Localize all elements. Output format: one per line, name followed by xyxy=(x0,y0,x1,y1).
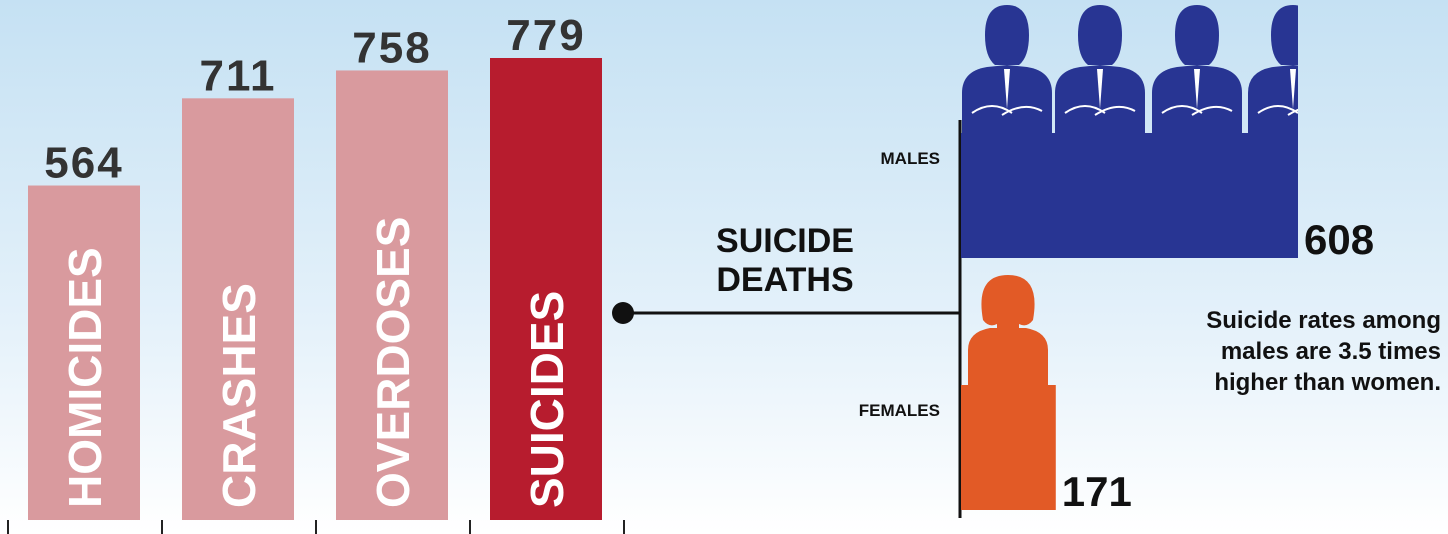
annotation: Suicide rates among males are 3.5 times … xyxy=(1165,305,1441,399)
value-label: 758 xyxy=(352,23,431,72)
value-label: 711 xyxy=(200,51,277,100)
page: {"chart_data": [ {"type": "bar", "catego… xyxy=(0,0,1448,534)
connector-title: SUICIDE DEATHS xyxy=(690,222,880,300)
category-label: FEMALES xyxy=(859,401,940,420)
value-label: 779 xyxy=(506,11,585,60)
category-label: HOMICIDES xyxy=(59,247,111,508)
separators xyxy=(8,520,624,534)
value-label: 608 xyxy=(1304,216,1374,263)
male-icons xyxy=(962,5,1338,133)
category-label: SUICIDES xyxy=(521,291,573,508)
female-icon xyxy=(968,275,1048,385)
bar xyxy=(961,385,1056,510)
category-label: OVERDOSES xyxy=(367,217,419,508)
category-label: CRASHES xyxy=(213,283,265,508)
connector xyxy=(612,120,960,518)
bar xyxy=(961,133,1298,258)
value-label: 171 xyxy=(1062,468,1132,515)
category-label: MALES xyxy=(881,149,941,168)
value-label: 564 xyxy=(44,139,123,188)
